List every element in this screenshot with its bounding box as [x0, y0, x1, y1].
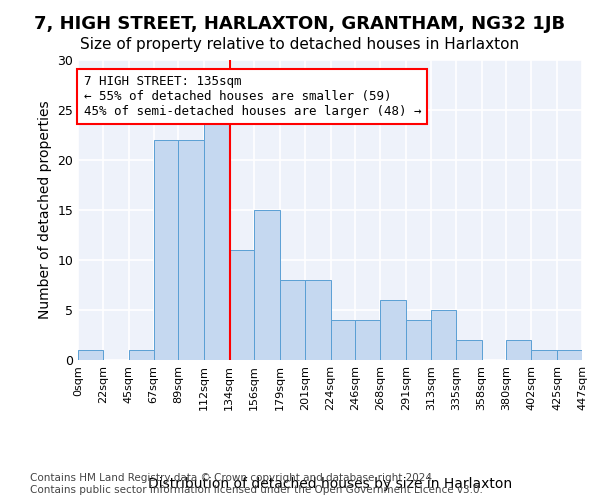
- Bar: [380, 300, 406, 360]
- Bar: [204, 120, 229, 360]
- Bar: [280, 280, 305, 360]
- Text: Size of property relative to detached houses in Harlaxton: Size of property relative to detached ho…: [80, 38, 520, 52]
- Bar: [506, 340, 531, 360]
- Bar: [254, 210, 280, 360]
- Text: 7 HIGH STREET: 135sqm
← 55% of detached houses are smaller (59)
45% of semi-deta: 7 HIGH STREET: 135sqm ← 55% of detached …: [83, 75, 421, 118]
- Bar: [531, 350, 557, 360]
- Bar: [78, 350, 103, 360]
- Bar: [331, 320, 355, 360]
- Bar: [456, 340, 482, 360]
- Bar: [178, 140, 204, 360]
- Bar: [406, 320, 431, 360]
- Bar: [557, 350, 582, 360]
- Y-axis label: Number of detached properties: Number of detached properties: [38, 100, 52, 320]
- Bar: [154, 140, 178, 360]
- Bar: [355, 320, 380, 360]
- Bar: [129, 350, 154, 360]
- Bar: [229, 250, 254, 360]
- Bar: [305, 280, 331, 360]
- X-axis label: Distribution of detached houses by size in Harlaxton: Distribution of detached houses by size …: [148, 476, 512, 490]
- Bar: [431, 310, 456, 360]
- Text: Contains HM Land Registry data © Crown copyright and database right 2024.
Contai: Contains HM Land Registry data © Crown c…: [30, 474, 483, 495]
- Text: 7, HIGH STREET, HARLAXTON, GRANTHAM, NG32 1JB: 7, HIGH STREET, HARLAXTON, GRANTHAM, NG3…: [34, 15, 566, 33]
